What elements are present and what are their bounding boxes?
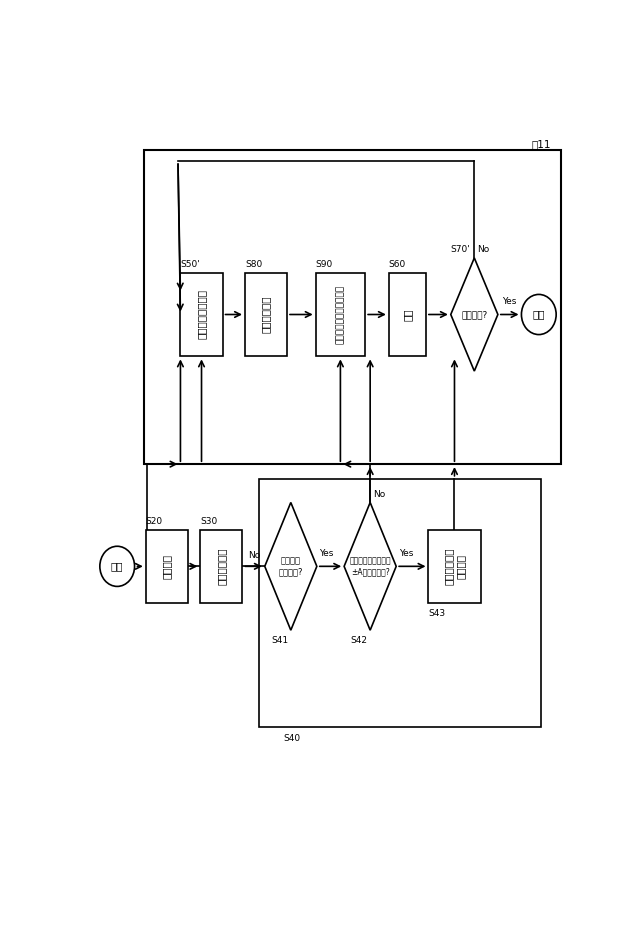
Text: 呼吸指標抽出: 呼吸指標抽出 [216, 548, 227, 585]
Ellipse shape [100, 546, 134, 587]
Text: トリガー
ポイント?: トリガー ポイント? [278, 556, 303, 576]
Text: S43: S43 [428, 609, 445, 618]
Text: S80: S80 [245, 260, 262, 269]
Ellipse shape [522, 295, 556, 335]
Bar [145, 151, 561, 465]
Bar [200, 530, 243, 603]
Bar [388, 272, 426, 356]
Bar [428, 530, 481, 603]
Text: No: No [372, 490, 385, 499]
Bar [316, 272, 365, 356]
Text: S20: S20 [146, 518, 163, 526]
Text: トラック制御
情報出力: トラック制御 情報出力 [444, 548, 466, 585]
Text: 再生: 再生 [403, 308, 412, 320]
Text: S60: S60 [388, 260, 406, 269]
Text: S30: S30 [200, 518, 218, 526]
Bar [245, 272, 287, 356]
Polygon shape [344, 502, 396, 630]
Text: Yes: Yes [319, 549, 333, 557]
Text: No: No [248, 551, 260, 560]
Polygon shape [451, 258, 498, 371]
Text: S41: S41 [271, 636, 288, 645]
Text: 再生終了?: 再生終了? [461, 310, 488, 319]
Text: コンテンツ再生速度制御: コンテンツ再生速度制御 [336, 285, 345, 344]
Text: S42: S42 [351, 636, 367, 645]
Text: 呼吸指標が現在時刻
±Aミリ秒以内?: 呼吸指標が現在時刻 ±Aミリ秒以内? [349, 556, 391, 576]
Text: 開始: 開始 [111, 561, 124, 572]
Text: Yes: Yes [502, 297, 516, 306]
Text: Yes: Yes [399, 549, 413, 557]
Text: S70': S70' [451, 246, 470, 254]
Bar [180, 272, 223, 356]
Text: S90: S90 [316, 260, 333, 269]
Text: S40: S40 [284, 734, 301, 743]
Text: No: No [477, 246, 489, 254]
Polygon shape [265, 502, 317, 630]
Bar [146, 530, 188, 603]
Bar [259, 479, 541, 727]
Text: トラック再生制御: トラック再生制御 [196, 289, 207, 339]
Text: 終了: 終了 [532, 309, 545, 319]
Text: 呼吸計測: 呼吸計測 [162, 554, 172, 579]
Text: 再生速度演算: 再生速度演算 [261, 296, 271, 334]
Text: 図11: 図11 [532, 139, 551, 149]
Text: S50': S50' [180, 260, 200, 269]
